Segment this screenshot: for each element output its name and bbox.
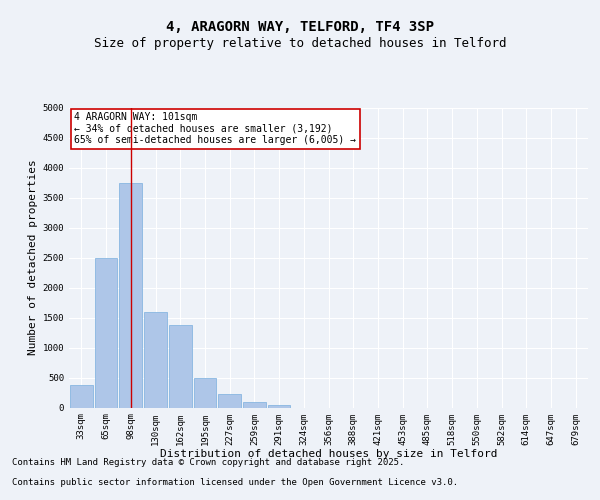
Bar — [70, 384, 93, 407]
Bar — [268, 405, 290, 407]
Text: 4 ARAGORN WAY: 101sqm
← 34% of detached houses are smaller (3,192)
65% of semi-d: 4 ARAGORN WAY: 101sqm ← 34% of detached … — [74, 112, 356, 145]
Text: Contains HM Land Registry data © Crown copyright and database right 2025.: Contains HM Land Registry data © Crown c… — [12, 458, 404, 467]
Bar — [95, 258, 118, 408]
X-axis label: Distribution of detached houses by size in Telford: Distribution of detached houses by size … — [160, 449, 497, 459]
Text: 4, ARAGORN WAY, TELFORD, TF4 3SP: 4, ARAGORN WAY, TELFORD, TF4 3SP — [166, 20, 434, 34]
Text: Contains public sector information licensed under the Open Government Licence v3: Contains public sector information licen… — [12, 478, 458, 487]
Bar — [119, 182, 142, 408]
Bar — [218, 394, 241, 407]
Bar — [144, 312, 167, 408]
Bar — [169, 324, 191, 407]
Y-axis label: Number of detached properties: Number of detached properties — [28, 160, 38, 356]
Bar — [194, 378, 216, 408]
Bar — [243, 402, 266, 407]
Text: Size of property relative to detached houses in Telford: Size of property relative to detached ho… — [94, 38, 506, 51]
